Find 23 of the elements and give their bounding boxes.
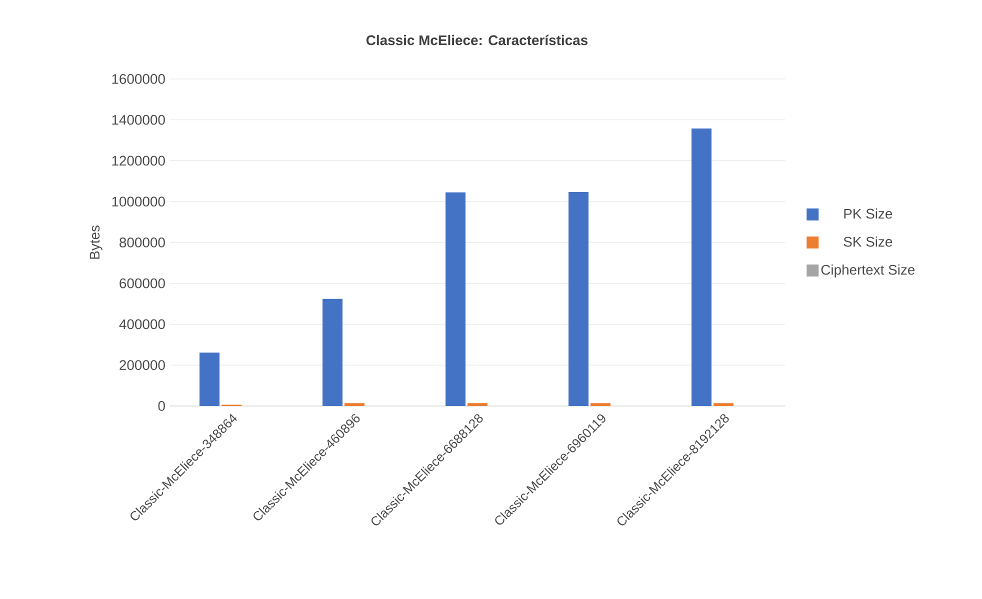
y-tick-label: 400000 [119,319,165,330]
bar [692,128,712,406]
legend-label: PK Size [844,208,892,219]
y-tick-label: 600000 [120,278,165,288]
bar [468,403,488,406]
y-tick-label: 1000000 [112,196,165,207]
y-tick-label: 1400000 [112,114,165,125]
legend-label: SK Size [844,236,892,247]
bar [446,192,466,406]
bar [322,298,343,406]
chart-title: Classic McEliece: Características [366,34,588,46]
y-tick-label: 1200000 [112,156,165,166]
legend-label: Ciphertext Size [821,264,915,278]
bar [568,192,589,406]
bar [200,352,220,406]
y-tick-label: 800000 [120,238,165,248]
bar [344,403,365,406]
y-tick-label: 0 [158,401,165,411]
y-tick-label: 200000 [120,360,165,370]
y-tick-label: 1600000 [112,74,165,84]
bar [590,403,611,406]
y-axis-title: Bytes [90,226,102,259]
bar [714,403,734,406]
